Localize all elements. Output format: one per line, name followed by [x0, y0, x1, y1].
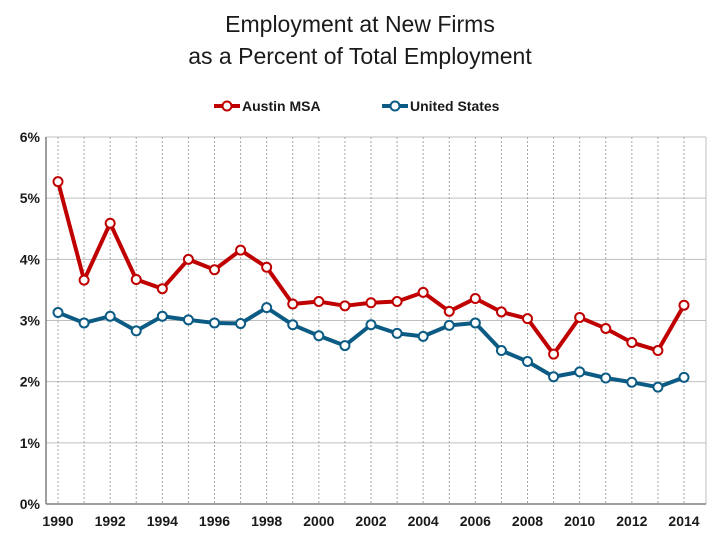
data-point [365, 319, 377, 331]
data-point [652, 381, 664, 393]
data-point [574, 366, 586, 378]
data-point [104, 310, 116, 322]
series-0 [52, 176, 690, 360]
x-tick-label: 2000 [303, 513, 334, 529]
x-tick-label: 1990 [42, 513, 73, 529]
x-tick-label: 2014 [668, 513, 699, 529]
data-point [443, 305, 455, 317]
x-tick-label: 2002 [355, 513, 386, 529]
data-point [548, 348, 560, 360]
x-tick-label: 2008 [512, 513, 543, 529]
data-point [261, 302, 273, 314]
data-point [156, 283, 168, 295]
data-point [626, 337, 638, 349]
data-point [678, 371, 690, 383]
y-tick-label: 2% [20, 374, 41, 390]
data-point [52, 176, 64, 188]
data-point [287, 298, 299, 310]
data-point [417, 330, 429, 342]
data-point [417, 286, 429, 298]
data-point [287, 319, 299, 331]
legend-swatch-marker [389, 100, 401, 112]
data-point [235, 318, 247, 330]
data-point [600, 372, 612, 384]
data-point [495, 306, 507, 318]
data-point [339, 340, 351, 352]
x-tick-label: 2006 [460, 513, 491, 529]
y-tick-label: 4% [20, 251, 41, 267]
x-tick-label: 1994 [147, 513, 178, 529]
data-point [209, 317, 220, 329]
data-point [261, 261, 273, 273]
data-point [469, 317, 481, 329]
data-point [78, 274, 90, 286]
data-point [235, 244, 247, 256]
series-1 [52, 302, 690, 393]
data-point [209, 264, 220, 276]
x-tick-label: 1996 [199, 513, 230, 529]
data-point [365, 297, 377, 309]
y-tick-label: 1% [20, 435, 41, 451]
x-tick-label: 2010 [564, 513, 595, 529]
x-tick-label: 1998 [251, 513, 282, 529]
data-point [130, 325, 142, 337]
data-point [182, 253, 194, 265]
legend-label: United States [410, 98, 500, 114]
legend-item: Austin MSA [214, 98, 321, 114]
data-point [522, 313, 533, 325]
x-tick-label: 2012 [616, 513, 647, 529]
data-point [600, 322, 612, 334]
y-tick-label: 6% [20, 129, 41, 145]
data-point [548, 371, 560, 383]
x-tick-label: 1992 [95, 513, 126, 529]
data-point [391, 296, 403, 308]
data-point [522, 355, 533, 367]
chart-title: Employment at New Firms as a Percent of … [0, 8, 720, 72]
data-point [339, 300, 351, 312]
chart-title-line1: Employment at New Firms [225, 11, 495, 37]
y-tick-label: 0% [20, 496, 41, 512]
data-point [78, 317, 90, 329]
legend-item: United States [382, 98, 500, 114]
data-point [52, 307, 64, 319]
grid-lines [46, 136, 706, 504]
x-tick-label: 2004 [408, 513, 439, 529]
axes: 0% 1% 2% 3% 4% 5% 6% 1990 1992 1994 1996 1998 2000 20… [20, 129, 707, 529]
y-tick-label: 3% [20, 313, 41, 329]
data-point [156, 310, 168, 322]
data-point [678, 299, 690, 311]
data-point [652, 344, 664, 356]
series-layer [52, 176, 690, 393]
data-point [574, 311, 586, 323]
legend-swatch-marker [221, 100, 233, 112]
data-point [469, 292, 481, 304]
data-point [495, 344, 507, 356]
legend-label: Austin MSA [242, 98, 321, 114]
data-point [313, 296, 325, 308]
y-tick-label: 5% [20, 190, 41, 206]
data-point [182, 314, 194, 326]
data-point [391, 327, 403, 339]
chart-title-line2: as a Percent of Total Employment [188, 43, 532, 69]
data-point [130, 274, 142, 286]
legend: Austin MSA United States [214, 98, 500, 114]
data-point [443, 319, 455, 331]
data-point [313, 330, 325, 342]
data-point [104, 217, 116, 229]
data-point [626, 376, 638, 388]
